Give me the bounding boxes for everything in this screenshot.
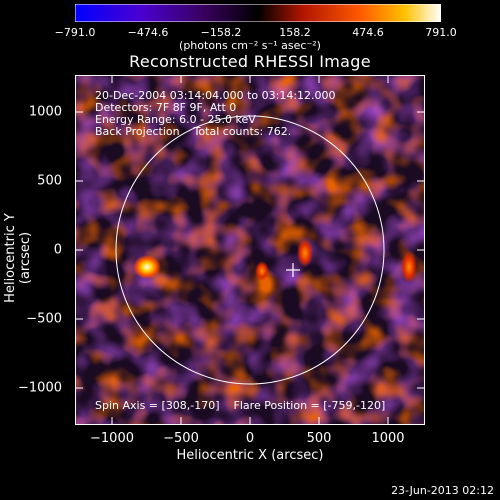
colorbar-tick-1: −791.0 bbox=[54, 26, 96, 39]
info-energy: Energy Range: 6.0 - 25.0 keV bbox=[95, 113, 256, 126]
plot-title: Reconstructed RHESSI Image bbox=[129, 52, 371, 71]
colorbar bbox=[75, 4, 441, 22]
y-axis-label: Heliocentric Y (arcsec) bbox=[3, 213, 33, 303]
bright-source-small bbox=[255, 261, 269, 281]
y-tick-label: −500 bbox=[26, 311, 62, 327]
colorbar-tick-6: 791.0 bbox=[425, 26, 457, 39]
bright-source-main bbox=[133, 255, 161, 279]
info-spin-axis: Spin Axis = [308,-170] Flare Position = … bbox=[95, 399, 386, 412]
y-tick-label: 1000 bbox=[28, 104, 62, 120]
image-noise bbox=[75, 75, 425, 425]
x-tick-label: 1000 bbox=[371, 431, 405, 446]
info-time: 20-Dec-2004 03:14:04.000 to 03:14:12.000 bbox=[95, 89, 336, 102]
bright-source-edge bbox=[401, 251, 417, 283]
y-tick-label: 0 bbox=[53, 242, 62, 258]
x-tick-label: 500 bbox=[306, 431, 332, 446]
x-axis-label: Heliocentric X (arcsec) bbox=[176, 448, 324, 463]
colorbar-tick-2: −474.6 bbox=[127, 26, 169, 39]
colorbar-tick-4: 158.2 bbox=[279, 26, 311, 39]
bright-source-center bbox=[297, 239, 313, 267]
x-tick-label: −1000 bbox=[90, 431, 134, 446]
solar-limb-circle bbox=[115, 115, 385, 385]
info-detectors: Detectors: 7F 8F 9F, Att 0 bbox=[95, 101, 237, 114]
colorbar-units: (photons cm⁻² s⁻¹ asec⁻²) bbox=[179, 39, 321, 52]
solar-image-plot bbox=[75, 75, 425, 425]
render-timestamp: 23-Jun-2013 02:12 bbox=[391, 484, 494, 497]
info-method: Back Projection Total counts: 762. bbox=[95, 125, 292, 138]
x-tick-label: −500 bbox=[163, 431, 199, 446]
axis-ticks bbox=[75, 75, 425, 425]
colorbar-tick-5: 474.6 bbox=[352, 26, 384, 39]
y-tick-label: −1000 bbox=[18, 380, 62, 396]
spin-axis-cross-icon bbox=[286, 263, 300, 277]
x-tick-label: 0 bbox=[245, 431, 255, 446]
colorbar-tick-3: −158.2 bbox=[200, 26, 242, 39]
y-tick-label: 500 bbox=[37, 173, 62, 189]
